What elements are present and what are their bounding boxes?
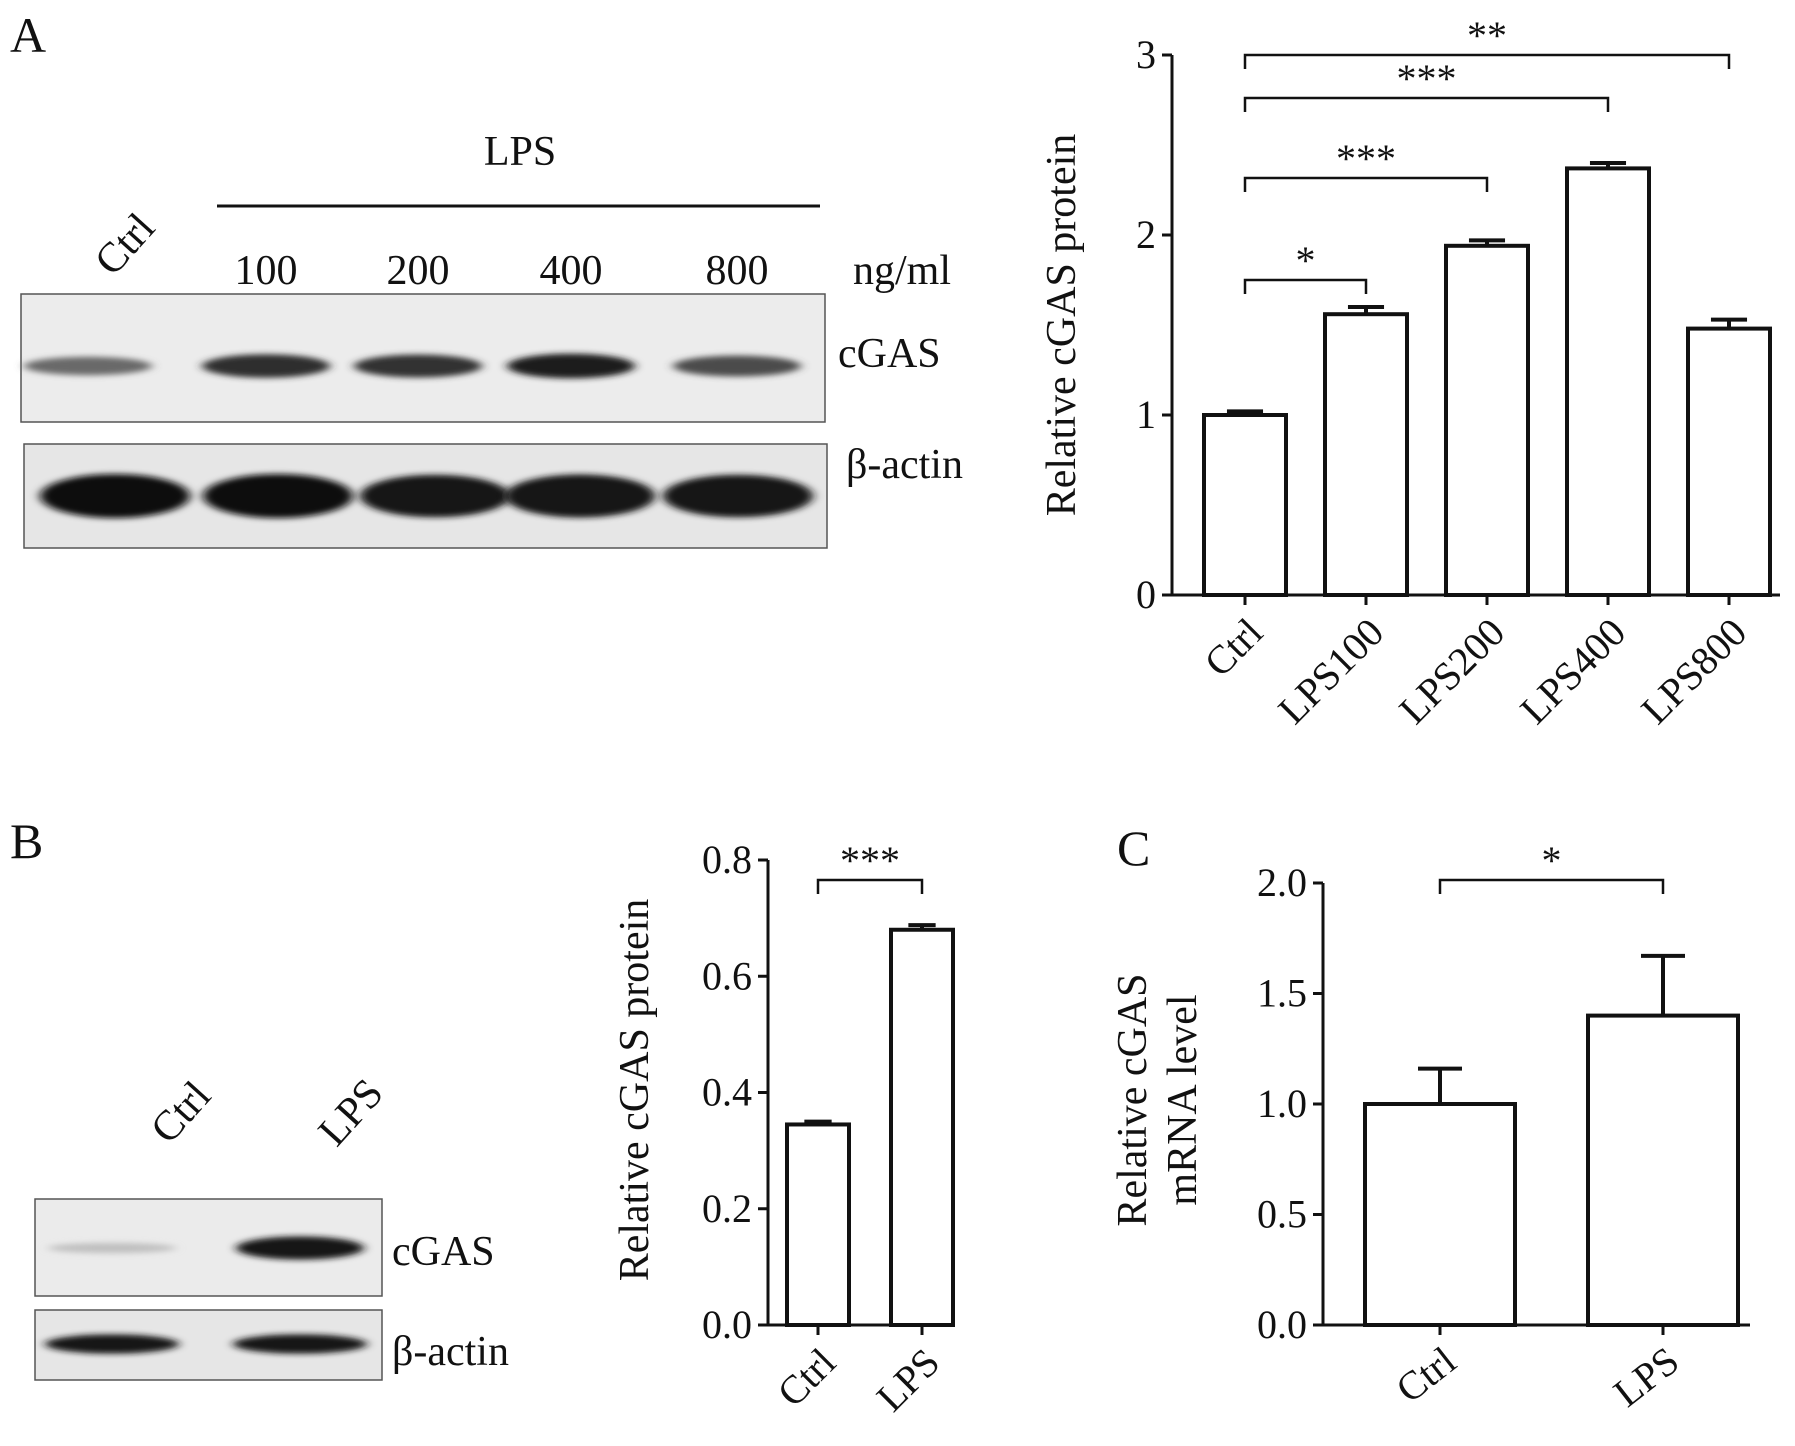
chart-c-bar-lps: [1586, 1013, 1740, 1327]
chart-b-bar-ctrl: [785, 1122, 851, 1327]
chart-a-significance-label: ***: [1397, 56, 1457, 101]
chart-b-significance-label: ***: [840, 838, 900, 883]
blot-a-cgas-band-5: [673, 355, 801, 377]
panel-a-western-blot: LPS Ctrl 100 200 400 800 ng/ml cGAS β-ac…: [20, 129, 963, 549]
blot-a-bands: [24, 353, 813, 518]
chart-b-significance-bracket: [816, 878, 924, 894]
chart-b-y-axis-label: Relative cGAS protein: [612, 899, 658, 1282]
chart-a-significance-label: *: [1296, 238, 1316, 283]
chart-c-bar-ctrl: [1363, 1102, 1517, 1327]
chart-a-bar-lps400: [1565, 166, 1651, 597]
blot-a-cgas-band-1: [24, 356, 152, 376]
chart-c-significance-bracket: [1438, 878, 1665, 894]
chart-b-category-label-ctrl: Ctrl: [768, 1339, 844, 1415]
blot-b-cgas-band-1: [48, 1242, 176, 1254]
blot-a-row-label-cgas: cGAS: [838, 331, 941, 377]
blot-b-row-label-cgas: cGAS: [392, 1229, 495, 1275]
chart-a-category-label-lps100: LPS100: [1269, 609, 1392, 732]
blot-b-bands: [45, 1236, 367, 1354]
chart-b-y-tick-label: 0.0: [702, 1302, 752, 1347]
chart-a-y-tick-label: 1: [1136, 392, 1156, 437]
chart-b-y-tick-label: 0.6: [702, 953, 752, 998]
blot-b-actin-band-1: [45, 1334, 179, 1354]
blot-a-lane-label-800: 800: [706, 248, 769, 294]
chart-a-bar-lps200: [1444, 243, 1530, 598]
chart-a-y-tick-label: 0: [1136, 572, 1156, 617]
panel-letter-a: A: [10, 7, 46, 63]
chart-a-significance-bracket: [1243, 176, 1489, 192]
blot-a-cgas-band-4: [507, 353, 635, 379]
chart-a-category-label-lps400: LPS400: [1511, 609, 1634, 732]
chart-a-bar-lps800: [1686, 326, 1772, 597]
chart-a-bar-lps100: [1323, 312, 1409, 597]
chart-a-significance-label: **: [1467, 13, 1507, 58]
blot-a-cgas-band-3: [354, 354, 482, 378]
blot-a-actin-band-5: [663, 474, 813, 518]
chart-a-y-tick-label: 3: [1136, 32, 1156, 77]
blot-a-actin-band-3: [360, 474, 510, 518]
chart-c-y-tick-label: 0.0: [1257, 1302, 1307, 1347]
chart-c-y-tick-label: 0.5: [1257, 1192, 1307, 1237]
chart-a-significance-label: ***: [1336, 136, 1396, 181]
chart-a-significance-bracket: [1243, 96, 1610, 112]
panel-letter-b: B: [10, 813, 43, 869]
chart-c-y-axis-label: Relative cGASmRNA level: [1110, 973, 1206, 1226]
chart-a-bar-ctrl: [1202, 413, 1288, 597]
chart-b-bar-lps: [889, 927, 955, 1327]
chart-b-category-label-lps: LPS: [868, 1339, 949, 1420]
blot-b-cgas-band-2: [236, 1236, 364, 1260]
blot-b-actin-band-2: [233, 1334, 367, 1354]
blot-a-actin-band-1: [40, 474, 190, 518]
chart-c-y-tick-label: 1.5: [1257, 971, 1307, 1016]
chart-c-y-tick-label: 2.0: [1257, 860, 1307, 905]
chart-a-significance-bracket: [1243, 278, 1368, 294]
panel-letter-c: C: [1117, 820, 1150, 876]
chart-a-category-label-lps800: LPS800: [1632, 609, 1755, 732]
blot-a-row-label-actin: β-actin: [846, 442, 963, 488]
chart-a-y-tick-label: 2: [1136, 212, 1156, 257]
blot-a-lane-label-200: 200: [387, 248, 450, 294]
panel-b-western-blot: Ctrl LPS cGAS β-actin: [34, 1070, 509, 1381]
blot-b-row-label-actin: β-actin: [392, 1329, 509, 1375]
blot-a-lane-label-400: 400: [540, 248, 603, 294]
chart-a-category-label-lps200: LPS200: [1390, 609, 1513, 732]
panel-b-bar-chart: 0.0 0.2 0.4 0.6 0.8 Relative cGAS protein Ctrl…: [612, 837, 955, 1420]
blot-a-concentration-unit: ng/ml: [853, 248, 951, 294]
blot-a-lane-label-ctrl: Ctrl: [86, 205, 164, 284]
blot-a-lane-label-100: 100: [235, 248, 298, 294]
chart-a-significance-bracket: [1243, 53, 1731, 69]
blot-b-lane-label-ctrl: Ctrl: [142, 1073, 220, 1152]
chart-c-category-label-lps: LPS: [1605, 1338, 1687, 1416]
chart-a-category-label-ctrl: Ctrl: [1195, 609, 1271, 685]
panel-a-bar-chart: 0 1 2 3 Relative cGAS protein CtrlLPS100LPS20…: [1039, 13, 1780, 732]
chart-a-y-axis-label: Relative cGAS protein: [1039, 134, 1085, 517]
lps-treatment-label: LPS: [484, 129, 556, 175]
blot-b-lane-label-lps: LPS: [310, 1070, 393, 1155]
chart-b-y-tick-label: 0.2: [702, 1186, 752, 1231]
panel-c-bar-chart: 0.0 0.5 1.0 1.5 2.0 Relative cGASmRNA level Ct…: [1110, 838, 1750, 1416]
blot-a-cgas-band-2: [202, 354, 330, 378]
chart-b-y-tick-label: 0.8: [702, 837, 752, 882]
chart-c-category-label-ctrl: Ctrl: [1387, 1338, 1464, 1412]
chart-c-significance-label: *: [1542, 838, 1562, 883]
blot-a-actin-band-4: [505, 474, 655, 518]
blot-a-actin-band-2: [203, 474, 353, 518]
chart-b-y-tick-label: 0.4: [702, 1070, 752, 1115]
chart-c-y-tick-label: 1.0: [1257, 1081, 1307, 1126]
